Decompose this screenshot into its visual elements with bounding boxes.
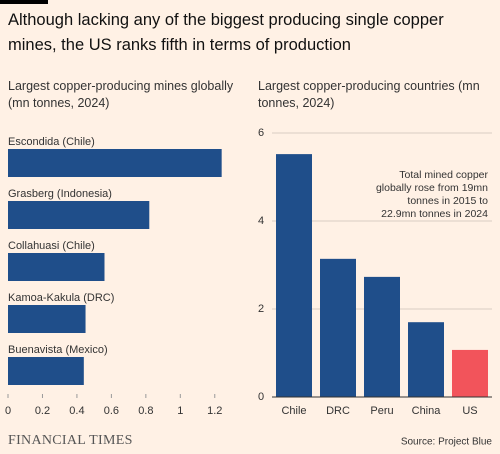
bar [320, 258, 356, 397]
category-label: Escondida (Chile) [8, 136, 95, 148]
annotation: globally rose from 19mn [376, 182, 488, 194]
x-tick-label: China [412, 405, 442, 417]
category-label: Kamoa-Kakula (DRC) [8, 292, 114, 304]
y-tick-label: 6 [258, 127, 264, 139]
x-tick-label: 1.2 [207, 405, 222, 417]
x-tick-label: 1 [177, 405, 183, 417]
bar [8, 357, 84, 385]
category-label: Collahuasi (Chile) [8, 240, 95, 252]
x-tick-label: DRC [326, 405, 350, 417]
x-tick-label: 0 [5, 405, 11, 417]
brand: FINANCIAL TIMES [8, 433, 133, 448]
bar [364, 276, 400, 397]
category-label: Buenavista (Mexico) [8, 344, 108, 356]
source: Source: Project Blue [401, 437, 493, 448]
bar [8, 253, 105, 281]
chart-subtitle: Largest copper-producing mines globally … [8, 79, 234, 110]
x-tick-label: 0.4 [69, 405, 84, 417]
x-tick-label: 0.8 [138, 405, 153, 417]
y-tick-label: 0 [258, 391, 264, 403]
bar [8, 305, 86, 333]
chart-subtitle: Largest copper-producing countries (mn t… [258, 79, 480, 110]
category-label: Grasberg (Indonesia) [8, 188, 112, 200]
y-tick-label: 2 [258, 303, 264, 315]
x-tick-label: Peru [370, 405, 393, 417]
title: Although lacking any of the biggest prod… [8, 11, 444, 54]
x-tick-label: 0.2 [35, 405, 50, 417]
x-tick-label: US [462, 405, 477, 417]
y-tick-label: 4 [258, 215, 264, 227]
bar [452, 349, 488, 397]
annotation: tonnes in 2015 to [407, 195, 488, 207]
x-tick-label: 0.6 [104, 405, 119, 417]
annotation: 22.9mn tonnes in 2024 [381, 208, 488, 220]
bar [408, 322, 444, 397]
bar [8, 201, 150, 229]
bar [276, 154, 312, 397]
x-tick-label: Chile [281, 405, 306, 417]
annotation: Total mined copper [399, 169, 488, 181]
top-bar [0, 0, 48, 4]
bar [8, 149, 222, 177]
